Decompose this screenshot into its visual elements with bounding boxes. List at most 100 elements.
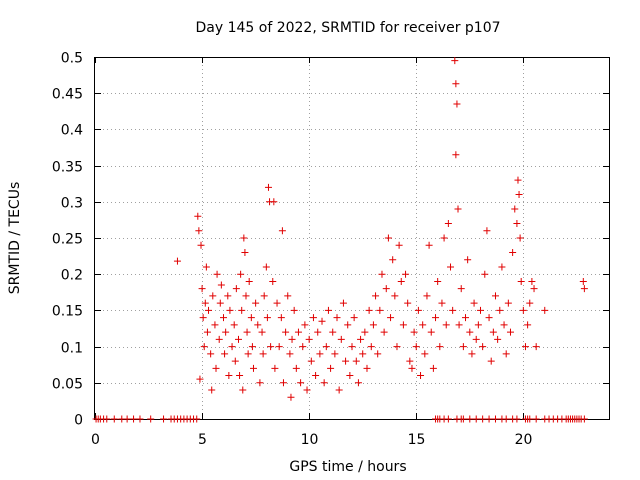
data-point [397, 277, 405, 285]
data-point [241, 248, 249, 256]
y-tick-label: 0.05 [52, 377, 83, 393]
data-point [225, 372, 233, 380]
data-point [238, 306, 246, 314]
data-point [136, 415, 144, 423]
data-point [254, 321, 262, 329]
data-point [361, 328, 369, 336]
data-point [453, 100, 461, 108]
data-point [284, 292, 292, 300]
data-point [472, 335, 480, 343]
data-point [337, 335, 345, 343]
data-point [449, 306, 457, 314]
data-point [333, 314, 341, 322]
data-point [200, 343, 208, 351]
data-point [292, 364, 300, 372]
data-point [487, 357, 495, 365]
data-point [414, 306, 422, 314]
data-point [399, 321, 407, 329]
y-tick-label: 0.2 [61, 268, 83, 284]
y-tick-label: 0 [74, 413, 83, 429]
data-point [444, 415, 452, 423]
data-point [299, 343, 307, 351]
data-point [452, 80, 460, 88]
data-point [468, 350, 476, 358]
x-tick-label: 10 [301, 432, 319, 448]
data-point [242, 292, 250, 300]
data-point [521, 343, 529, 351]
data-point [259, 350, 267, 358]
data-point [194, 212, 202, 220]
data-point [230, 321, 238, 329]
y-tick-label: 0.4 [61, 123, 83, 139]
data-point [269, 277, 277, 285]
x-tick-labels: 0 5 10 15 20 [91, 432, 532, 448]
data-point [314, 328, 322, 336]
data-point [288, 335, 296, 343]
data-point [245, 277, 253, 285]
data-point [307, 357, 315, 365]
data-point [479, 415, 487, 423]
data-point [203, 328, 211, 336]
data-point [221, 350, 229, 358]
x-tick-label: 5 [198, 432, 207, 448]
data-point [391, 292, 399, 300]
data-point [504, 299, 512, 307]
data-point [502, 415, 510, 423]
axis-ticks [95, 57, 609, 420]
data-point [454, 205, 462, 213]
data-point [363, 364, 371, 372]
data-point [160, 415, 168, 423]
data-point [479, 343, 487, 351]
data-point [237, 270, 245, 278]
data-point [412, 343, 420, 351]
data-point [485, 314, 493, 322]
data-point [213, 270, 221, 278]
data-point [209, 292, 217, 300]
data-point [513, 220, 521, 228]
data-point [440, 234, 448, 242]
data-point [406, 357, 414, 365]
data-point [498, 263, 506, 271]
data-point [303, 386, 311, 394]
data-point [275, 343, 283, 351]
data-point [491, 292, 499, 300]
data-point [423, 292, 431, 300]
data-point [103, 415, 111, 423]
y-tick-label: 0.3 [61, 196, 83, 212]
data-point [346, 372, 354, 380]
data-points [92, 57, 588, 423]
data-point [380, 328, 388, 336]
data-point [193, 415, 201, 423]
data-point [297, 379, 305, 387]
data-point [419, 321, 427, 329]
data-point [374, 350, 382, 358]
data-point [207, 350, 215, 358]
data-point [130, 415, 138, 423]
data-point [526, 299, 534, 307]
data-point [212, 364, 220, 372]
data-point [472, 415, 480, 423]
data-point [350, 314, 358, 322]
data-point [312, 372, 320, 380]
data-point [220, 314, 227, 322]
y-axis-label: SRMTID / TECUs [7, 182, 23, 295]
data-point [226, 306, 234, 314]
data-point [494, 335, 502, 343]
data-point [384, 234, 392, 242]
data-point [173, 257, 181, 265]
data-point [309, 314, 317, 322]
data-point [434, 277, 442, 285]
data-point [382, 285, 390, 293]
data-point [123, 415, 131, 423]
data-point [378, 270, 386, 278]
data-point [404, 299, 412, 307]
data-point [496, 306, 504, 314]
data-point [222, 328, 230, 336]
data-point [372, 292, 380, 300]
data-point [231, 357, 239, 365]
data-point [444, 220, 452, 228]
data-point [208, 386, 216, 394]
data-point [376, 306, 384, 314]
